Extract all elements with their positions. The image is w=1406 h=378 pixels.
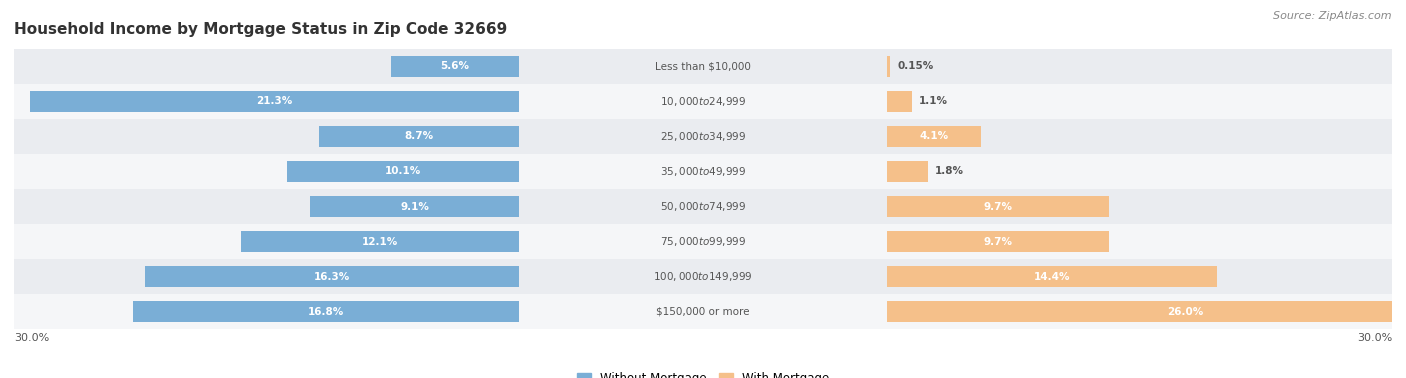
Text: 0.15%: 0.15%	[897, 61, 934, 71]
Text: $25,000 to $34,999: $25,000 to $34,999	[659, 130, 747, 143]
Text: $75,000 to $99,999: $75,000 to $99,999	[659, 235, 747, 248]
Text: 30.0%: 30.0%	[1357, 333, 1392, 343]
Bar	[887, 266, 1218, 287]
Bar	[887, 125, 981, 147]
Text: Household Income by Mortgage Status in Zip Code 32669: Household Income by Mortgage Status in Z…	[14, 22, 508, 37]
Text: Source: ZipAtlas.com: Source: ZipAtlas.com	[1274, 11, 1392, 21]
Bar	[887, 231, 1109, 253]
Text: 8.7%: 8.7%	[405, 132, 434, 141]
Text: $100,000 to $149,999: $100,000 to $149,999	[654, 270, 752, 283]
Text: 9.7%: 9.7%	[984, 201, 1012, 212]
Bar	[14, 189, 1392, 224]
Text: $35,000 to $49,999: $35,000 to $49,999	[659, 165, 747, 178]
Text: 1.8%: 1.8%	[935, 166, 965, 177]
Text: $150,000 or more: $150,000 or more	[657, 307, 749, 317]
Text: 9.1%: 9.1%	[401, 201, 429, 212]
Text: 21.3%: 21.3%	[256, 96, 292, 107]
Bar	[287, 161, 519, 182]
Bar	[887, 161, 928, 182]
Bar	[887, 301, 1406, 322]
Bar	[14, 224, 1392, 259]
Bar	[14, 259, 1392, 294]
Bar	[134, 301, 519, 322]
Bar	[391, 56, 519, 77]
Text: 9.7%: 9.7%	[984, 237, 1012, 246]
Text: 16.3%: 16.3%	[314, 271, 350, 282]
Bar	[319, 125, 519, 147]
Bar	[30, 91, 519, 112]
Bar	[14, 294, 1392, 329]
Bar	[145, 266, 519, 287]
Text: 1.1%: 1.1%	[920, 96, 948, 107]
Bar	[14, 84, 1392, 119]
Bar	[311, 196, 519, 217]
Bar	[14, 119, 1392, 154]
Text: Less than $10,000: Less than $10,000	[655, 61, 751, 71]
Text: $10,000 to $24,999: $10,000 to $24,999	[659, 95, 747, 108]
Text: 30.0%: 30.0%	[14, 333, 49, 343]
Bar	[14, 154, 1392, 189]
Bar	[887, 196, 1109, 217]
Text: 10.1%: 10.1%	[385, 166, 422, 177]
Bar	[14, 49, 1392, 84]
Text: $50,000 to $74,999: $50,000 to $74,999	[659, 200, 747, 213]
Bar	[887, 56, 890, 77]
Text: 4.1%: 4.1%	[920, 132, 949, 141]
Text: 5.6%: 5.6%	[440, 61, 470, 71]
Text: 16.8%: 16.8%	[308, 307, 344, 317]
Text: 12.1%: 12.1%	[363, 237, 398, 246]
Text: 26.0%: 26.0%	[1167, 307, 1204, 317]
Bar	[887, 91, 912, 112]
Legend: Without Mortgage, With Mortgage: Without Mortgage, With Mortgage	[572, 367, 834, 378]
Text: 14.4%: 14.4%	[1033, 271, 1070, 282]
Bar	[242, 231, 519, 253]
